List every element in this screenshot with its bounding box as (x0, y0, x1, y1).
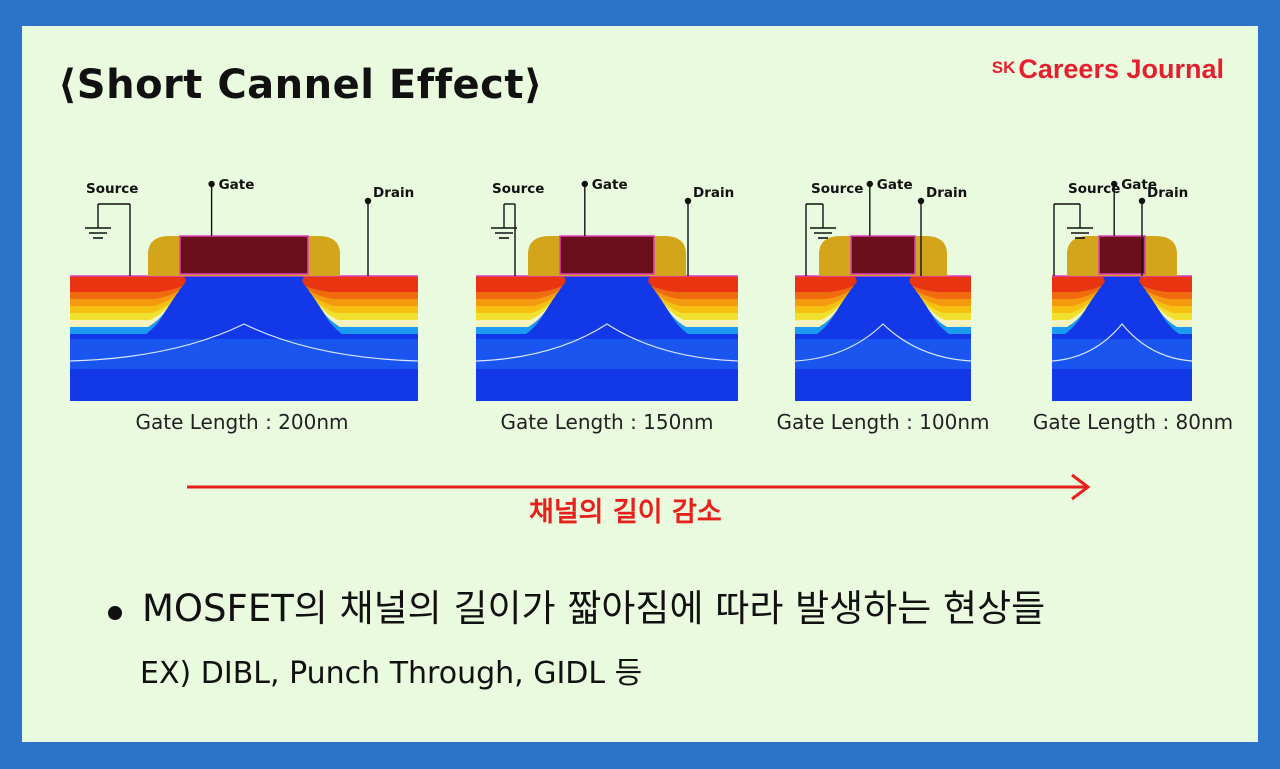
gate-label: Gate (219, 177, 255, 193)
source-label: Source (86, 181, 138, 197)
example-text: EX) DIBL, Punch Through, GIDL 등 (140, 656, 643, 691)
mosfet-diagram: Source Gate Drain (69, 177, 419, 401)
gate-length-caption: Gate Length : 100nm (776, 410, 990, 434)
depletion-boundary (1051, 323, 1193, 362)
mosfet-panel: Source Gate Drain (69, 176, 419, 416)
gate-label: Gate (1121, 177, 1157, 193)
depletion-boundary (475, 323, 739, 362)
depletion-boundary (794, 323, 972, 362)
mosfet-diagram: Source Gate Drain (794, 177, 972, 401)
bullet-dot-icon (108, 605, 122, 620)
bullet-text: MOSFET의 채널의 길이가 짧아짐에 따라 발생하는 현상들 (142, 587, 1046, 630)
gate-electrode (559, 235, 655, 275)
slide-frame: ⟨Short Cannel Effect⟩ SK Careers Journal … (22, 26, 1258, 742)
source-label: Source (811, 181, 863, 197)
mosfet-panel: Source Gate Drain (1051, 176, 1193, 416)
gate-length-caption: Gate Length : 80nm (1032, 410, 1234, 434)
gate-label: Gate (877, 177, 913, 193)
decreasing-length-arrow (187, 473, 1091, 501)
gate-label: Gate (592, 177, 628, 193)
drain-label: Drain (1147, 185, 1188, 201)
source-label: Source (492, 181, 544, 197)
mosfet-diagram: Source Gate Drain (475, 177, 739, 401)
depletion-boundary (69, 323, 419, 362)
gate-electrode (850, 235, 916, 275)
drain-label: Drain (926, 185, 967, 201)
bullet-point: MOSFET의 채널의 길이가 짧아짐에 따라 발생하는 현상들 (108, 578, 1045, 632)
gate-electrode (179, 235, 309, 275)
source-label: Source (1068, 181, 1120, 197)
mosfet-panel: Source Gate Drain (475, 176, 739, 416)
mosfet-panel: Source Gate Drain (794, 176, 972, 416)
gate-length-caption: Gate Length : 200nm (135, 410, 349, 434)
drain-label: Drain (693, 185, 734, 201)
slide-title: ⟨Short Cannel Effect⟩ (58, 62, 543, 108)
drain-label: Drain (373, 185, 414, 201)
gate-length-caption: Gate Length : 150nm (500, 410, 714, 434)
brand-logo: SK Careers Journal (992, 54, 1224, 85)
arrow-label: 채널의 길이 감소 (529, 497, 722, 528)
gate-electrode (1098, 235, 1146, 275)
brand-prefix: SK (991, 58, 1016, 77)
brand-name: Careers Journal (1018, 54, 1224, 84)
